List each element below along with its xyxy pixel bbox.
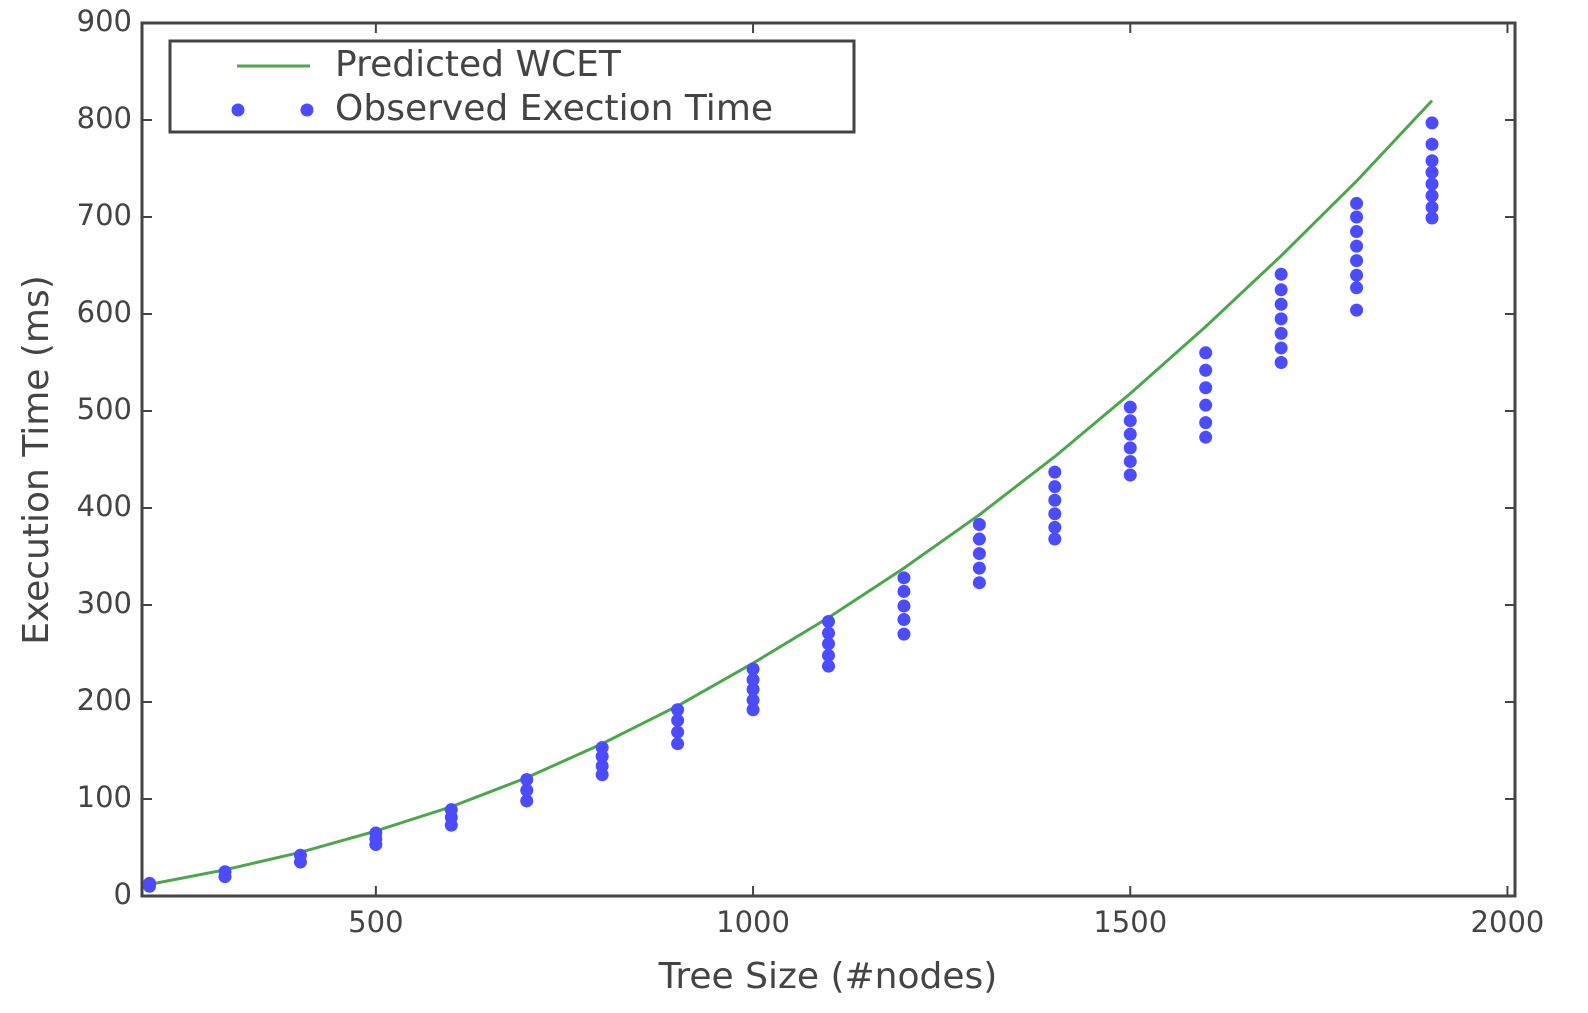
legend-swatch [300,103,314,117]
observed-point [1350,281,1364,295]
observed-point [897,599,911,613]
observed-point [671,713,685,727]
observed-point [1048,507,1062,521]
observed-point [1350,254,1364,268]
observed-point [1048,493,1062,507]
x-tick-label: 1000 [716,905,790,939]
observed-point [972,547,986,561]
observed-point [1123,427,1137,441]
observed-point [746,662,760,676]
observed-point [671,703,685,717]
observed-point [1123,441,1137,455]
observed-point [746,693,760,707]
observed-point [972,517,986,531]
observed-point [822,659,835,673]
observed-point [1350,210,1364,224]
observed-point [293,848,307,862]
observed-point [746,703,760,717]
legend-label: Predicted WCET [335,44,622,85]
observed-point [1274,356,1288,369]
observed-point [1199,398,1213,412]
x-tick-label: 500 [348,905,403,939]
observed-point [1350,268,1364,282]
observed-point [1425,200,1439,214]
observed-point [1425,116,1439,130]
y-tick-label: 800 [77,101,132,135]
observed-point [1425,137,1439,151]
observed-point [218,865,232,879]
y-tick-label: 900 [77,4,132,38]
observed-point [369,826,383,840]
observed-point [671,725,685,739]
observed-point [746,682,760,696]
y-tick-label: 400 [77,489,132,523]
observed-point [822,614,835,628]
observed-point [1123,454,1137,468]
observed-point [822,637,835,651]
legend-label: Observed Exection Time [335,88,773,129]
observed-point [444,803,458,817]
wcet-line [149,99,1434,886]
observed-point [1123,400,1137,414]
observed-point [1350,239,1364,253]
observed-point [1274,341,1288,355]
observed-point [1274,312,1288,326]
observed-point [1425,165,1439,179]
observed-point [1425,177,1439,191]
observed-point [1048,532,1062,546]
observed-point [822,648,835,662]
observed-point [143,876,157,890]
observed-point [671,737,685,751]
observed-point [1274,297,1288,311]
observed-point [972,532,986,546]
observed-point [897,613,911,627]
observed-point [1199,346,1213,360]
observed-point [1123,414,1137,428]
y-tick-label: 0 [114,877,132,911]
observed-point [1199,381,1213,395]
observed-point [1199,363,1213,377]
observed-point [1425,154,1439,168]
x-tick-label: 1500 [1093,905,1167,939]
observed-point [1274,283,1288,297]
y-tick-label: 300 [77,586,132,620]
observed-point [822,626,835,640]
plot-frame [140,21,1517,898]
observed-point [1123,468,1137,482]
observed-point [520,794,534,808]
observed-point [972,561,986,575]
y-tick-label: 200 [77,683,132,717]
y-tick-label: 500 [77,392,132,426]
observed-point [1199,430,1213,444]
x-axis-label: Tree Size (#nodes) [658,956,998,997]
y-tick-label: 700 [77,198,132,232]
observed-point [1048,465,1062,479]
observed-point [1199,416,1213,430]
legend-box [168,39,856,134]
observed-point [595,741,609,755]
observed-point [1048,520,1062,534]
observed-point [1425,189,1439,203]
observed-point [1274,326,1288,340]
y-tick-label: 600 [77,295,132,329]
observed-point [1350,225,1364,239]
observed-point [520,773,534,787]
observed-point [1274,267,1288,281]
observed-point [897,584,911,598]
observed-point [1350,303,1364,317]
observed-point [897,571,911,585]
y-tick-label: 100 [77,780,132,814]
legend-swatch [231,103,245,117]
x-tick-label: 2000 [1471,905,1545,939]
observed-point [972,576,986,590]
observed-point [1425,211,1439,225]
observed-point [897,627,911,641]
observed-point [1048,480,1062,494]
y-axis-label: Execution Time (ms) [16,275,57,645]
observed-point [1350,196,1364,210]
observed-point [746,673,760,687]
observed-point [520,783,534,797]
observed-point [595,759,609,773]
